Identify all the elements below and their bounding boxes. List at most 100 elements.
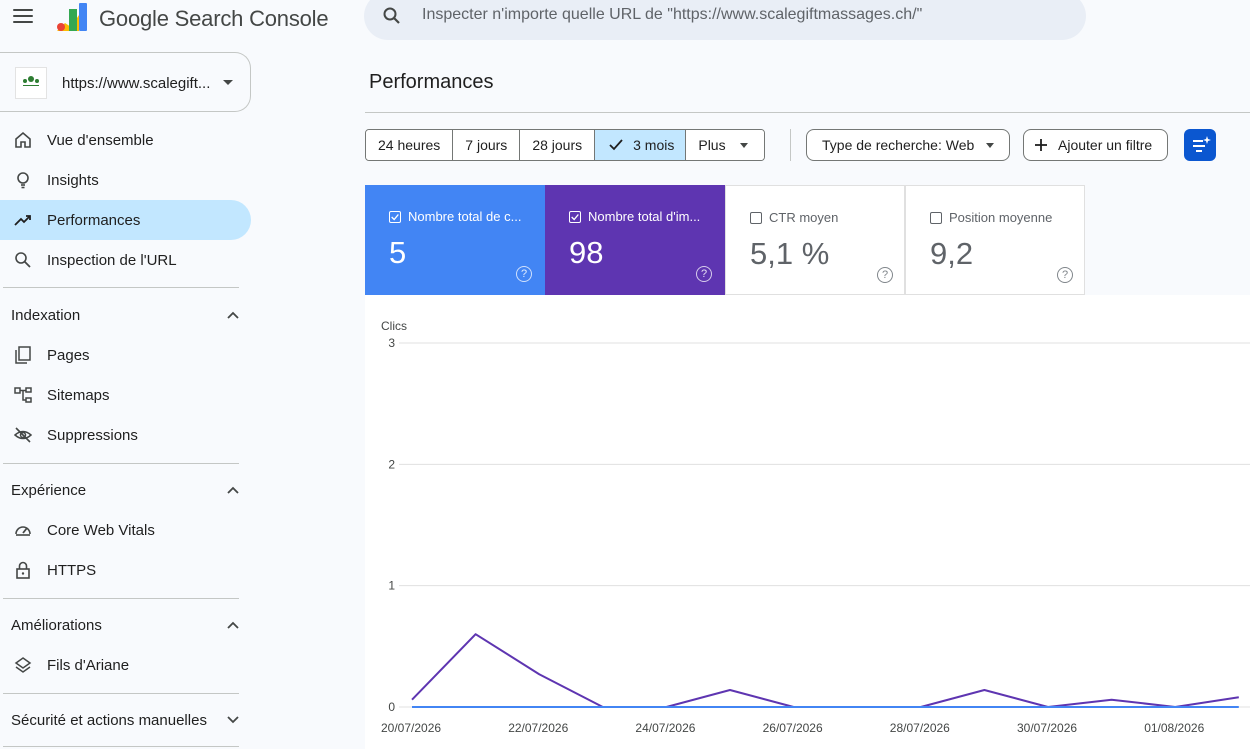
- sidebar-item-label: Pages: [47, 347, 90, 364]
- search-icon: [383, 7, 400, 24]
- sidebar-item-insights[interactable]: Insights: [0, 160, 251, 200]
- url-inspection-search[interactable]: [364, 0, 1086, 40]
- sitemap-icon: [14, 387, 32, 403]
- range-3m-button[interactable]: 3 mois: [595, 130, 687, 160]
- y-axis-label: Clics: [381, 319, 407, 333]
- home-icon: [15, 131, 31, 148]
- help-icon[interactable]: ?: [877, 267, 893, 283]
- sidebar-divider: [3, 598, 239, 599]
- metric-card-clicks[interactable]: Nombre total de c... 5 ?: [365, 185, 545, 295]
- date-range-selector: 24 heures 7 jours 28 jours 3 mois Plus: [365, 129, 765, 161]
- performance-chart: Clics 0 1 2 3 20/07/2026 22/07/2026 24/07/2026 2…: [365, 295, 1250, 749]
- add-filter-label: Ajouter un filtre: [1058, 137, 1153, 153]
- chevron-up-icon[interactable]: [227, 311, 239, 319]
- sidebar-item-pages[interactable]: Pages: [0, 335, 251, 375]
- sidebar-item-label: Sitemaps: [47, 387, 110, 404]
- checkbox-unchecked-icon: [930, 212, 942, 224]
- help-icon[interactable]: ?: [516, 266, 532, 282]
- x-tick-label: 20/07/2026: [381, 721, 441, 735]
- toolbar-divider: [790, 129, 791, 161]
- y-tick-label: 0: [388, 700, 395, 714]
- trending-up-icon: [14, 215, 31, 226]
- metric-card-position[interactable]: Position moyenne 9,2 ?: [905, 185, 1085, 295]
- search-console-logo-icon: [57, 3, 87, 31]
- eye-off-icon: [14, 427, 32, 443]
- range-28d-button[interactable]: 28 jours: [520, 130, 596, 160]
- metric-value: 5,1 %: [750, 236, 830, 271]
- chart-svg: Clics 0 1 2 3 20/07/2026 22/07/2026 24/07/2026 2…: [381, 319, 1250, 735]
- header-divider: [365, 112, 1250, 113]
- section-experience-title[interactable]: Expérience: [11, 482, 87, 499]
- sidebar-item-label: Core Web Vitals: [47, 522, 155, 539]
- sidebar-item-label: Vue d'ensemble: [47, 132, 154, 149]
- app-name: Google Search Console: [99, 6, 329, 31]
- property-favicon: [15, 67, 47, 99]
- gauge-icon: [15, 526, 31, 536]
- section-indexation-title[interactable]: Indexation: [11, 307, 81, 324]
- layers-icon: [14, 657, 32, 673]
- metric-card-ctr[interactable]: CTR moyen 5,1 % ?: [725, 185, 905, 295]
- y-tick-label: 1: [388, 579, 395, 593]
- x-tick-label: 22/07/2026: [508, 721, 568, 735]
- x-tick-label: 26/07/2026: [763, 721, 823, 735]
- chevron-down-icon: [739, 142, 748, 148]
- metric-title: CTR moyen: [769, 210, 839, 225]
- metric-value: 98: [569, 235, 604, 270]
- x-tick-label: 24/07/2026: [635, 721, 695, 735]
- filter-settings-button[interactable]: [1184, 129, 1216, 161]
- search-type-filter-chip[interactable]: Type de recherche: Web: [806, 129, 1011, 161]
- sidebar-divider: [3, 463, 239, 464]
- metric-card-impressions[interactable]: Nombre total d'im... 98 ?: [545, 185, 725, 295]
- sidebar-item-label: Insights: [47, 172, 99, 189]
- property-selector[interactable]: https://www.scalegift...: [0, 52, 251, 112]
- range-more-button[interactable]: Plus: [686, 130, 764, 160]
- y-tick-label: 3: [388, 336, 395, 350]
- y-tick-label: 2: [388, 457, 395, 471]
- search-type-label: Type de recherche: Web: [822, 137, 975, 153]
- sidebar-item-url-inspection[interactable]: Inspection de l'URL: [0, 240, 251, 280]
- chevron-down-icon[interactable]: [227, 716, 239, 724]
- metric-title: Nombre total d'im...: [588, 209, 701, 224]
- sidebar-item-label: Performances: [47, 212, 141, 229]
- checkbox-checked-icon: [569, 211, 581, 223]
- series-line-0: [411, 633, 1239, 708]
- chevron-up-icon[interactable]: [227, 621, 239, 629]
- x-tick-label: 28/07/2026: [890, 721, 950, 735]
- x-tick-label: 30/07/2026: [1017, 721, 1077, 735]
- sidebar-item-performances[interactable]: Performances: [0, 200, 251, 240]
- sidebar-item-overview[interactable]: Vue d'ensemble: [0, 120, 251, 160]
- sidebar-item-core-web-vitals[interactable]: Core Web Vitals: [0, 510, 251, 550]
- range-3m-label: 3 mois: [633, 137, 675, 153]
- sidebar-item-https[interactable]: HTTPS: [0, 550, 251, 590]
- add-filter-chip[interactable]: Ajouter un filtre: [1023, 129, 1169, 161]
- filter-sparkle-icon: [1193, 136, 1211, 152]
- sidebar-divider: [3, 287, 239, 288]
- sidebar-item-removals[interactable]: Suppressions: [0, 415, 251, 455]
- help-icon[interactable]: ?: [1057, 267, 1073, 283]
- search-icon: [15, 252, 31, 268]
- checkbox-checked-icon: [389, 211, 401, 223]
- checkbox-unchecked-icon: [750, 212, 762, 224]
- main-menu-icon[interactable]: [13, 9, 33, 25]
- chevron-up-icon[interactable]: [227, 486, 239, 494]
- property-label: https://www.scalegift...: [62, 75, 211, 92]
- section-enhancements-title[interactable]: Améliorations: [11, 617, 102, 634]
- page-title: Performances: [369, 71, 494, 93]
- sidebar-item-sitemaps[interactable]: Sitemaps: [0, 375, 251, 415]
- sidebar-item-label: Suppressions: [47, 427, 138, 444]
- sidebar-item-breadcrumbs[interactable]: Fils d'Ariane: [0, 645, 251, 685]
- sidebar-item-label: HTTPS: [47, 562, 97, 579]
- help-icon[interactable]: ?: [696, 266, 712, 282]
- plus-icon: [1035, 139, 1047, 151]
- range-7d-button[interactable]: 7 jours: [453, 130, 521, 160]
- search-input[interactable]: [422, 6, 1062, 24]
- metric-title: Position moyenne: [949, 210, 1053, 225]
- sidebar-divider: [3, 746, 239, 747]
- chevron-down-icon: [986, 142, 995, 148]
- section-security-title[interactable]: Sécurité et actions manuelles: [11, 712, 207, 729]
- x-tick-label: 01/08/2026: [1144, 721, 1204, 735]
- range-24h-button[interactable]: 24 heures: [366, 130, 454, 160]
- metric-value: 5: [389, 235, 407, 270]
- metric-title: Nombre total de c...: [408, 209, 522, 224]
- metric-value: 9,2: [930, 236, 974, 271]
